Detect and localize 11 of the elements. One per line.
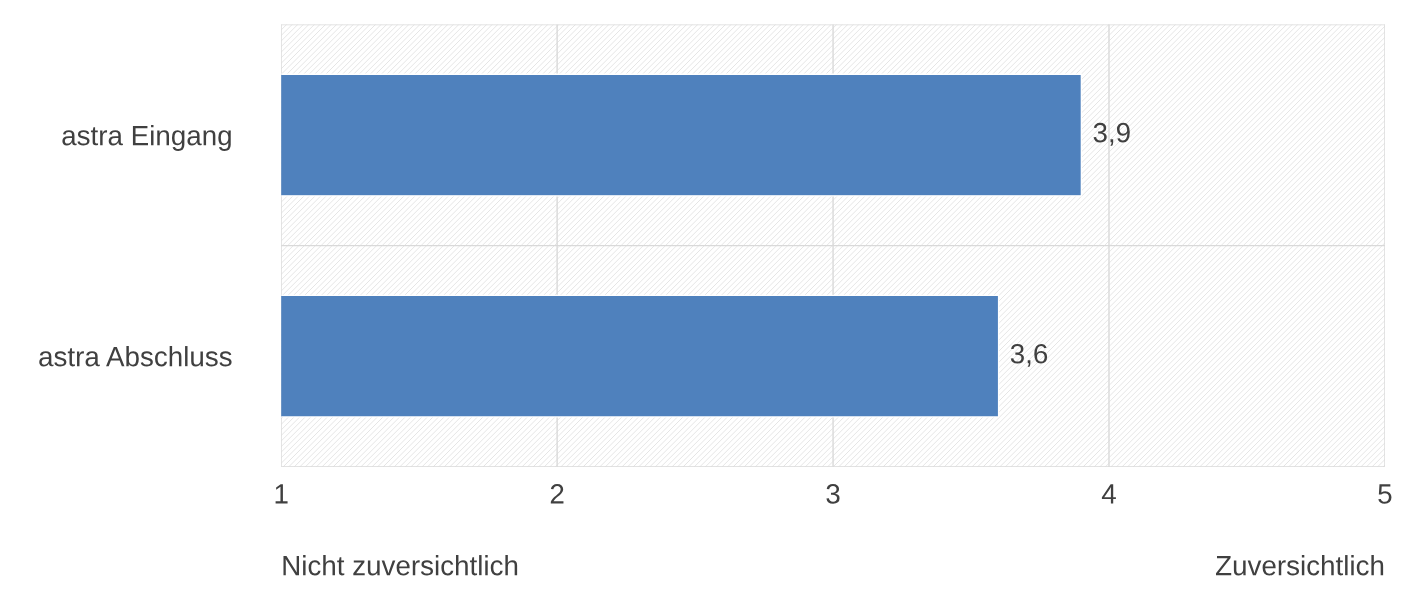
x-tick-label: 3 [826, 484, 840, 504]
x-tick-label: 1 [275, 484, 288, 504]
text: Nicht zuversichtlich [283, 555, 518, 576]
y-tick-label: astra Abschluss [39, 346, 232, 367]
data-label: 3,9 [1093, 122, 1130, 146]
x-tick-label: 4 [1101, 484, 1116, 504]
data-label: 3,6 [1010, 343, 1048, 367]
text: Zuversichtlich [1216, 555, 1384, 576]
y-tick-label: astra Eingang [62, 125, 231, 151]
x-tick-label: 5 [1378, 484, 1392, 504]
x-tick-label: 2 [550, 484, 564, 504]
